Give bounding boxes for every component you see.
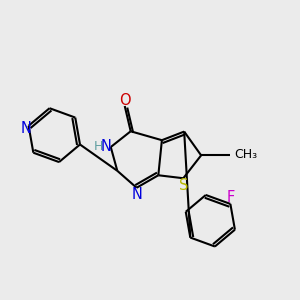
Text: O: O <box>119 93 130 108</box>
Text: CH₃: CH₃ <box>234 148 257 161</box>
Text: S: S <box>179 178 189 194</box>
Text: F: F <box>227 190 235 205</box>
Text: H: H <box>94 140 103 153</box>
Text: N: N <box>21 121 32 136</box>
Text: N: N <box>100 139 111 154</box>
Text: N: N <box>131 188 142 202</box>
